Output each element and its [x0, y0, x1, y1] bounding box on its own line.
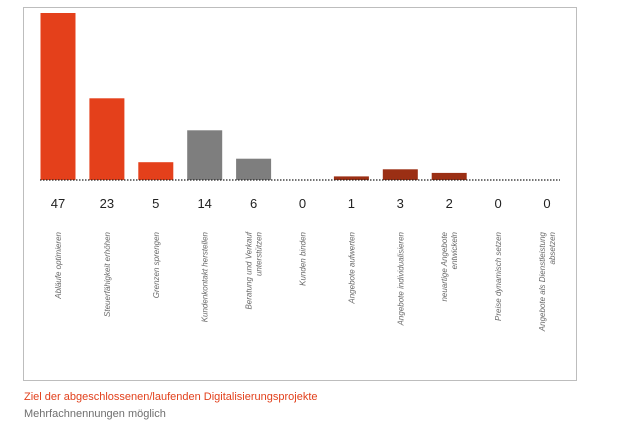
category-label-line: Grenzen sprengen: [152, 231, 161, 298]
chart-caption-subtitle: Mehrfachnennungen möglich: [24, 408, 166, 420]
category-label: Angebote individualisieren: [396, 231, 405, 326]
data-label: 23: [100, 196, 114, 211]
category-label-line: unterstützen: [255, 231, 264, 276]
category-label-line: neuartige Angebote: [440, 231, 449, 301]
data-label: 2: [446, 196, 453, 211]
data-label: 0: [299, 196, 306, 211]
chart-frame: 47 Abläufe optimieren 23 Steuerfähigkeit er…: [23, 7, 577, 381]
category-label: Kunden binden: [299, 231, 308, 285]
category-label-line: Angebote individualisieren: [396, 231, 405, 326]
category-label-line: Abläufe optimieren: [54, 231, 63, 299]
bar: [89, 98, 125, 180]
data-label: 1: [348, 196, 355, 211]
data-label: 14: [197, 196, 211, 211]
category-label: Kundenkontakt herstellen: [201, 231, 210, 322]
category-label: neuartige Angebote entwickeln: [440, 231, 459, 301]
data-label: 0: [494, 196, 501, 211]
bar: [236, 158, 272, 180]
category-label-line: Angebote aufwerten: [347, 231, 356, 304]
category-label: Grenzen sprengen: [152, 231, 161, 298]
bar: [382, 169, 418, 180]
category-label-line: Preise dynamisch setzen: [494, 231, 503, 320]
category-label-line: Angebote als Dienstleistung: [538, 231, 547, 332]
category-label: Angebote aufwerten: [347, 231, 356, 304]
category-label: Steuerfähigkeit erhöhen: [103, 231, 112, 317]
category-label-line: entwickeln: [450, 231, 459, 269]
category-label-line: absetzen: [548, 231, 557, 264]
data-label: 6: [250, 196, 257, 211]
data-label: 3: [397, 196, 404, 211]
category-label: Beratung und Verkauf unterstützen: [245, 231, 264, 309]
data-label: 5: [152, 196, 159, 211]
chart-caption-title: Ziel der abgeschlossenen/laufenden Digit…: [24, 391, 318, 403]
category-label-line: Kunden binden: [299, 231, 308, 285]
bar: [138, 162, 174, 180]
bar: [40, 13, 76, 180]
bar: [333, 176, 369, 180]
bar: [431, 172, 467, 180]
data-label: 0: [543, 196, 550, 211]
data-label: 47: [51, 196, 65, 211]
category-label: Angebote als Dienstleistung absetzen: [538, 231, 557, 332]
category-label-line: Beratung und Verkauf: [245, 231, 254, 309]
category-label-line: Steuerfähigkeit erhöhen: [103, 231, 112, 317]
category-label: Abläufe optimieren: [54, 231, 63, 299]
category-label-line: Kundenkontakt herstellen: [201, 231, 210, 322]
category-label: Preise dynamisch setzen: [494, 231, 503, 320]
bar: [187, 130, 223, 180]
